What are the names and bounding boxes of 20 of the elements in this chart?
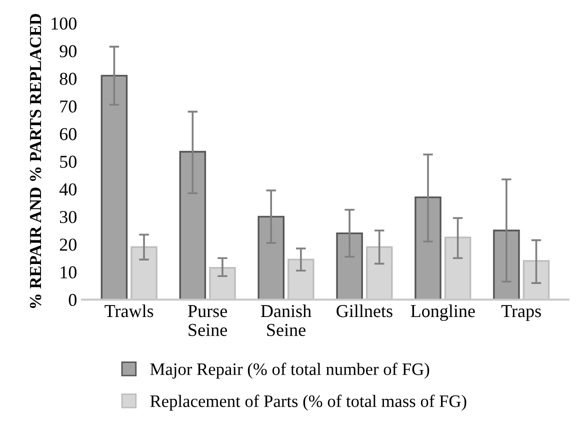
legend-label: Major Repair (% of total number of FG) — [150, 362, 430, 379]
y-tick-label: 10 — [60, 266, 76, 278]
y-tick-label: 20 — [60, 238, 76, 251]
y-tick-label: 90 — [60, 45, 76, 58]
y-tick-label: 0 — [68, 294, 76, 306]
x-tick-label: Danish Seine — [260, 304, 312, 336]
y-tick-label: 60 — [60, 128, 76, 140]
x-tick-label: Longline — [410, 304, 475, 321]
y-tick-label: 70 — [60, 100, 76, 113]
x-tick-label: Traps — [501, 305, 541, 321]
y-tick-label: 50 — [60, 156, 76, 168]
x-tick-label: Trawls — [104, 304, 154, 318]
x-tick-label: Purse Seine — [188, 305, 227, 336]
y-tick-label: 40 — [59, 183, 76, 196]
y-axis-title: % REPAIR AND % PARTS REPLACED — [30, 14, 42, 308]
y-tick-label: 30 — [60, 210, 76, 224]
legend-label: Replacement of Parts (% of total mass of FG) — [150, 394, 466, 411]
y-tick-label: 100 — [52, 17, 76, 30]
y-tick-label: 80 — [60, 72, 76, 85]
x-tick-label: Gillnets — [336, 304, 392, 318]
